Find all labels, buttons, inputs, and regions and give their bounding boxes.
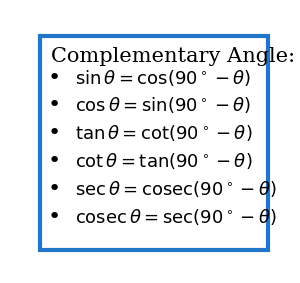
FancyBboxPatch shape bbox=[40, 36, 268, 250]
Text: $\tan\theta = \cot(90^\circ - \theta)$: $\tan\theta = \cot(90^\circ - \theta)$ bbox=[75, 123, 252, 143]
Text: $\mathrm{cosec}\,\theta = \sec(90^\circ - \theta)$: $\mathrm{cosec}\,\theta = \sec(90^\circ … bbox=[75, 207, 276, 227]
Text: $\sin\theta = \cos(90^\circ - \theta)$: $\sin\theta = \cos(90^\circ - \theta)$ bbox=[75, 68, 251, 87]
Text: Complementary Angle:: Complementary Angle: bbox=[52, 47, 296, 66]
Text: •: • bbox=[47, 123, 60, 143]
Text: •: • bbox=[47, 179, 60, 199]
Text: $\cot\theta = \tan(90^\circ - \theta)$: $\cot\theta = \tan(90^\circ - \theta)$ bbox=[75, 151, 252, 171]
Text: •: • bbox=[47, 151, 60, 171]
Text: $\cos\theta = \sin(90^\circ - \theta)$: $\cos\theta = \sin(90^\circ - \theta)$ bbox=[75, 95, 251, 115]
Text: •: • bbox=[47, 207, 60, 227]
Text: •: • bbox=[47, 68, 60, 87]
Text: •: • bbox=[47, 95, 60, 115]
Text: $\sec\theta = \mathrm{cosec}(90^\circ - \theta)$: $\sec\theta = \mathrm{cosec}(90^\circ - … bbox=[75, 179, 276, 199]
